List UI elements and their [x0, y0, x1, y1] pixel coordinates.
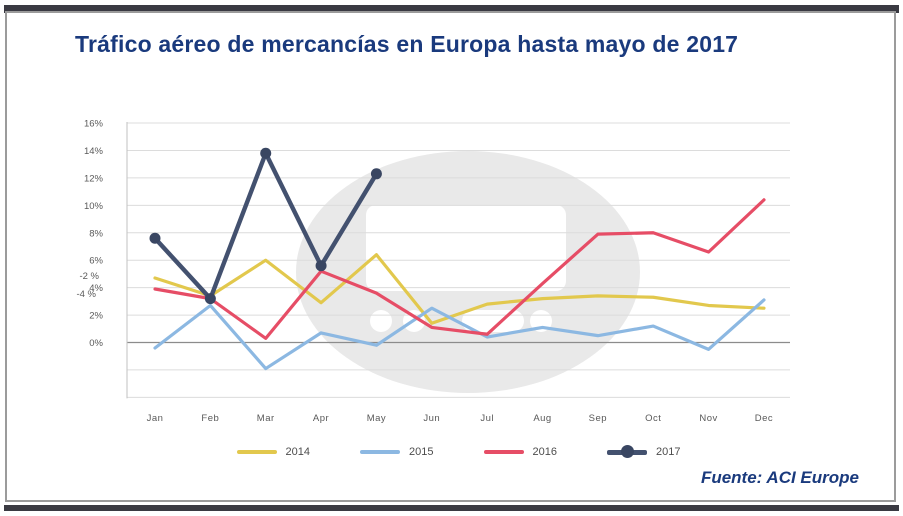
x-tick-label: Jan — [147, 413, 164, 424]
x-tick-label: Dec — [755, 413, 773, 424]
x-tick-label: Mar — [257, 413, 275, 424]
y-stray-label: -2 % — [79, 271, 99, 282]
y-tick-label: 16% — [84, 119, 104, 130]
series-marker-2017 — [370, 168, 382, 180]
x-tick-label: Feb — [201, 413, 219, 424]
y-tick-label: 8% — [89, 228, 103, 239]
x-tick-label: Oct — [645, 413, 661, 424]
y-tick-label: 2% — [89, 311, 103, 322]
legend-item-2015: 2015 — [360, 446, 434, 458]
legend-swatch-2016 — [483, 450, 524, 454]
legend-item-2014: 2014 — [236, 446, 311, 458]
legend-label-2015: 2015 — [409, 446, 434, 458]
series-line-2016 — [153, 198, 766, 340]
x-tick-label: Jul — [480, 413, 494, 424]
x-tick-label: Aug — [533, 413, 551, 424]
series-marker-2017 — [204, 293, 216, 305]
x-tick-label: Apr — [313, 413, 329, 424]
legend-swatch-2014 — [236, 450, 277, 454]
series-marker-2017 — [315, 260, 327, 272]
x-tick-label: May — [367, 413, 386, 424]
legend-item-2017: 2017 — [606, 445, 681, 458]
legend-item-2016: 2016 — [483, 446, 557, 458]
top-accent-bar — [4, 5, 899, 13]
y-tick-label: 10% — [84, 201, 104, 212]
y-stray-label: -4 % — [76, 289, 96, 300]
x-tick-label: Sep — [589, 413, 607, 424]
y-tick-label: 6% — [89, 256, 103, 267]
x-tick-label: Nov — [699, 413, 717, 424]
bottom-accent-bar — [4, 505, 899, 511]
y-tick-label: 4% — [89, 283, 103, 294]
legend-marker-dot — [620, 445, 634, 458]
x-tick-label: Jun — [423, 413, 440, 424]
chart-legend: 2014 2015 2016 2017 — [127, 441, 790, 463]
content-frame — [5, 11, 896, 502]
legend-label-2016: 2016 — [532, 446, 557, 458]
legend-label-2017: 2017 — [655, 446, 681, 458]
y-tick-label: 0% — [89, 338, 103, 349]
legend-swatch-2015 — [360, 450, 401, 454]
legend-swatch-2017 — [606, 445, 647, 458]
watermark-dot — [370, 310, 392, 332]
series-line-2014 — [153, 253, 766, 325]
chart-title: Tráfico aéreo de mercancías en Europa ha… — [75, 31, 739, 57]
y-tick-label: 14% — [84, 146, 104, 157]
series-line-2015 — [153, 298, 766, 371]
watermark-cutout — [366, 205, 566, 291]
legend-label-2014: 2014 — [285, 446, 311, 458]
y-tick-label: 12% — [84, 173, 104, 184]
series-marker-2017 — [149, 232, 161, 244]
source-caption: Fuente: ACI Europe — [700, 468, 859, 487]
series-marker-2017 — [260, 147, 272, 159]
